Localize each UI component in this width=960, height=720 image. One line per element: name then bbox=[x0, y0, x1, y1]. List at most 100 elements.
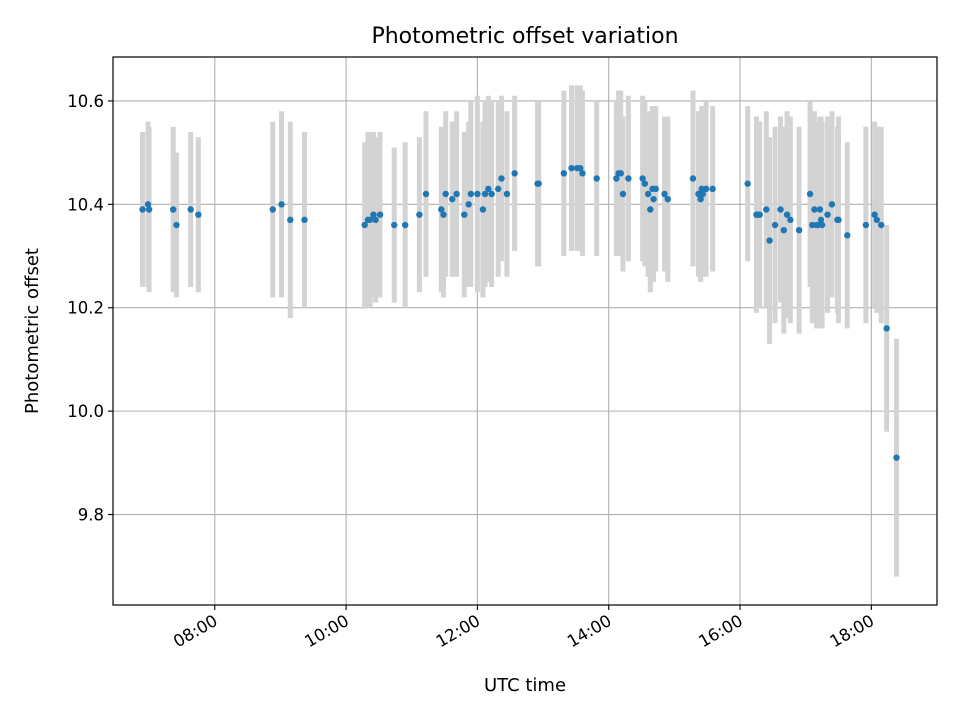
data-point bbox=[689, 175, 697, 182]
data-point bbox=[625, 175, 632, 182]
data-point bbox=[503, 190, 511, 198]
data-point bbox=[481, 190, 489, 198]
data-point bbox=[877, 221, 885, 229]
data-point bbox=[664, 195, 672, 203]
data-point bbox=[173, 221, 180, 229]
data-point bbox=[780, 226, 787, 234]
data-point bbox=[391, 221, 398, 229]
data-point bbox=[817, 216, 825, 224]
data-point bbox=[139, 206, 146, 213]
y-tick-label: 9.8 bbox=[78, 506, 104, 525]
data-point bbox=[511, 170, 518, 177]
data-point bbox=[568, 164, 575, 172]
data-point bbox=[661, 190, 668, 198]
data-point bbox=[479, 206, 487, 213]
data-point bbox=[650, 195, 657, 203]
data-point bbox=[828, 201, 836, 208]
data-point bbox=[771, 221, 779, 229]
data-point bbox=[461, 211, 468, 218]
data-point bbox=[144, 201, 152, 208]
data-point bbox=[809, 221, 816, 229]
data-point bbox=[593, 175, 600, 182]
data-point bbox=[619, 190, 627, 198]
data-point bbox=[145, 206, 153, 213]
data-point bbox=[577, 164, 584, 172]
data-point bbox=[795, 226, 803, 234]
data-point bbox=[835, 216, 842, 224]
data-point bbox=[372, 216, 379, 224]
data-point bbox=[844, 232, 851, 239]
data-point bbox=[709, 185, 716, 193]
data-point bbox=[440, 211, 447, 218]
data-point bbox=[806, 190, 814, 198]
data-point bbox=[702, 185, 710, 193]
x-axis-label: UTC time bbox=[484, 675, 566, 696]
data-point bbox=[370, 211, 377, 218]
data-point bbox=[641, 180, 649, 187]
data-point bbox=[453, 190, 460, 198]
data-point bbox=[697, 195, 704, 203]
y-axis: 9.8 10.0 10.2 10.4 10.6 bbox=[67, 92, 113, 525]
data-point bbox=[814, 221, 821, 229]
data-point bbox=[467, 190, 475, 198]
data-point bbox=[644, 190, 652, 198]
data-point bbox=[416, 211, 423, 218]
data-point bbox=[442, 190, 449, 198]
data-point bbox=[766, 237, 773, 244]
data-point bbox=[169, 206, 177, 213]
data-point bbox=[422, 190, 430, 198]
data-point bbox=[361, 221, 368, 229]
y-tick-label: 10.4 bbox=[67, 195, 104, 214]
data-point bbox=[366, 216, 374, 224]
data-point bbox=[647, 206, 654, 213]
data-point bbox=[269, 206, 276, 213]
y-tick-label: 10.0 bbox=[67, 402, 104, 421]
data-point bbox=[871, 211, 878, 218]
data-point bbox=[474, 190, 481, 198]
data-point bbox=[818, 221, 826, 229]
data-point bbox=[695, 190, 702, 198]
data-point bbox=[287, 216, 294, 224]
y-tick-label: 10.2 bbox=[67, 299, 104, 318]
data-point bbox=[811, 206, 818, 213]
data-point bbox=[498, 175, 505, 182]
data-point bbox=[824, 211, 831, 218]
point-layer bbox=[139, 164, 900, 461]
data-point bbox=[763, 206, 770, 213]
data-point bbox=[893, 454, 900, 461]
data-point bbox=[652, 185, 659, 193]
data-point bbox=[883, 325, 890, 332]
data-point bbox=[756, 211, 763, 218]
data-point bbox=[579, 170, 586, 177]
data-point bbox=[301, 216, 308, 224]
y-axis-label: Photometric offset bbox=[22, 248, 43, 414]
data-point bbox=[862, 221, 870, 229]
data-point bbox=[449, 195, 456, 203]
data-point bbox=[195, 211, 202, 218]
data-point bbox=[699, 190, 707, 198]
data-point bbox=[560, 170, 568, 177]
data-point bbox=[873, 216, 881, 224]
data-point bbox=[816, 206, 824, 213]
data-point bbox=[187, 206, 194, 213]
y-tick-label: 10.6 bbox=[67, 92, 104, 111]
data-point bbox=[613, 175, 620, 182]
data-point bbox=[488, 190, 495, 198]
data-point bbox=[485, 185, 492, 193]
data-point bbox=[777, 206, 784, 213]
data-point bbox=[783, 211, 791, 218]
data-point bbox=[278, 201, 285, 208]
data-point bbox=[376, 211, 384, 218]
data-point bbox=[401, 221, 409, 229]
plot-area-frame bbox=[112, 56, 938, 606]
data-point bbox=[438, 206, 445, 213]
data-point bbox=[744, 180, 751, 187]
data-point bbox=[465, 201, 472, 208]
data-point bbox=[617, 170, 624, 177]
data-point bbox=[494, 185, 502, 193]
chart-title: Photometric offset variation bbox=[371, 24, 678, 49]
data-point bbox=[639, 175, 646, 182]
data-point bbox=[698, 185, 705, 193]
